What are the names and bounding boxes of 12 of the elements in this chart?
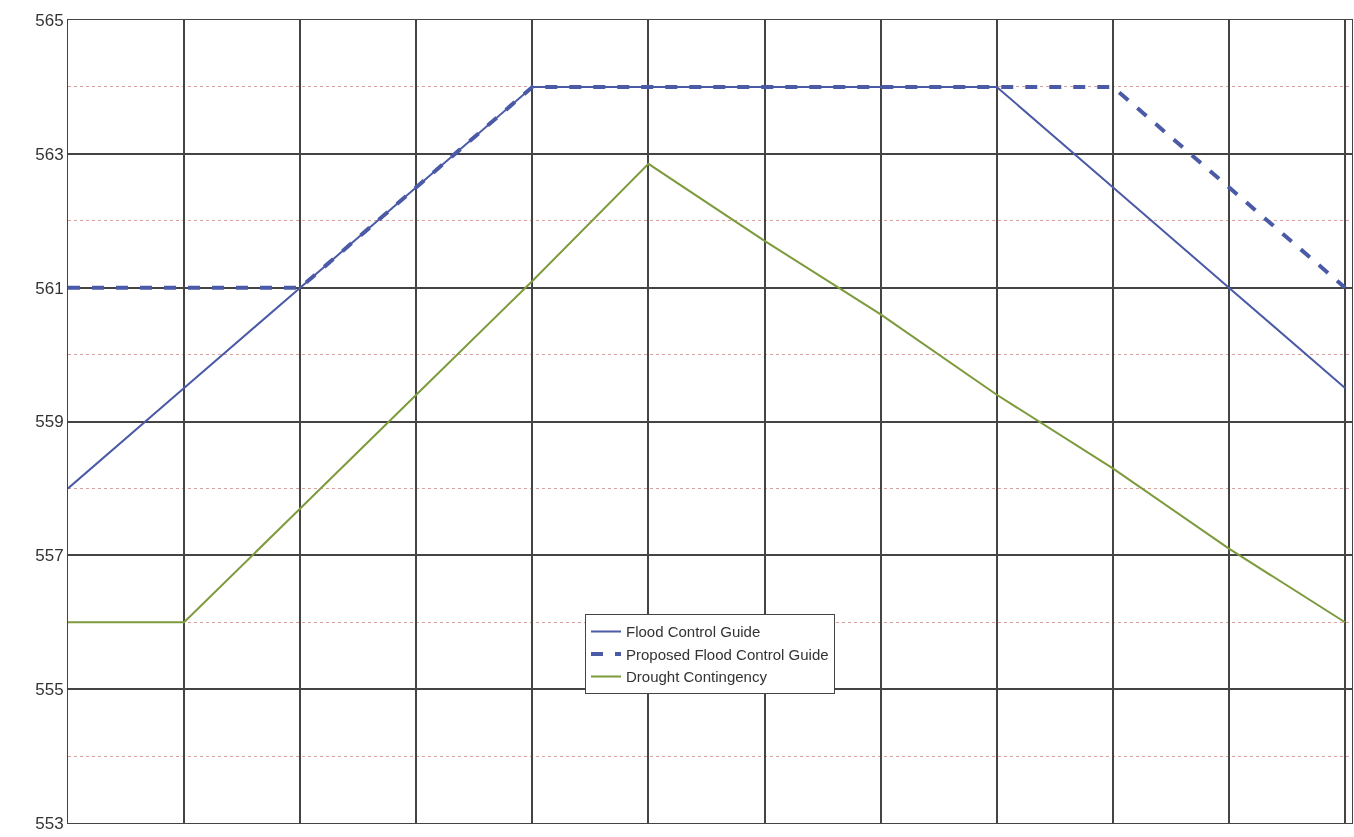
y-tick-label: 563 (35, 144, 64, 164)
y-tick-label: 555 (35, 680, 64, 700)
y-tick-label: 553 (35, 813, 64, 833)
y-tick-label: 565 (35, 10, 64, 30)
legend-label: Flood Control Guide (626, 623, 761, 641)
y-tick-label: 557 (35, 546, 64, 566)
line-series (68, 85, 1347, 490)
y-tick-label: 559 (35, 412, 64, 432)
y-tick-label: 561 (35, 278, 64, 298)
legend-label: Drought Contingency (626, 668, 768, 686)
line-series (68, 162, 1347, 624)
legend-label: Proposed Flood Control Guide (626, 645, 829, 663)
